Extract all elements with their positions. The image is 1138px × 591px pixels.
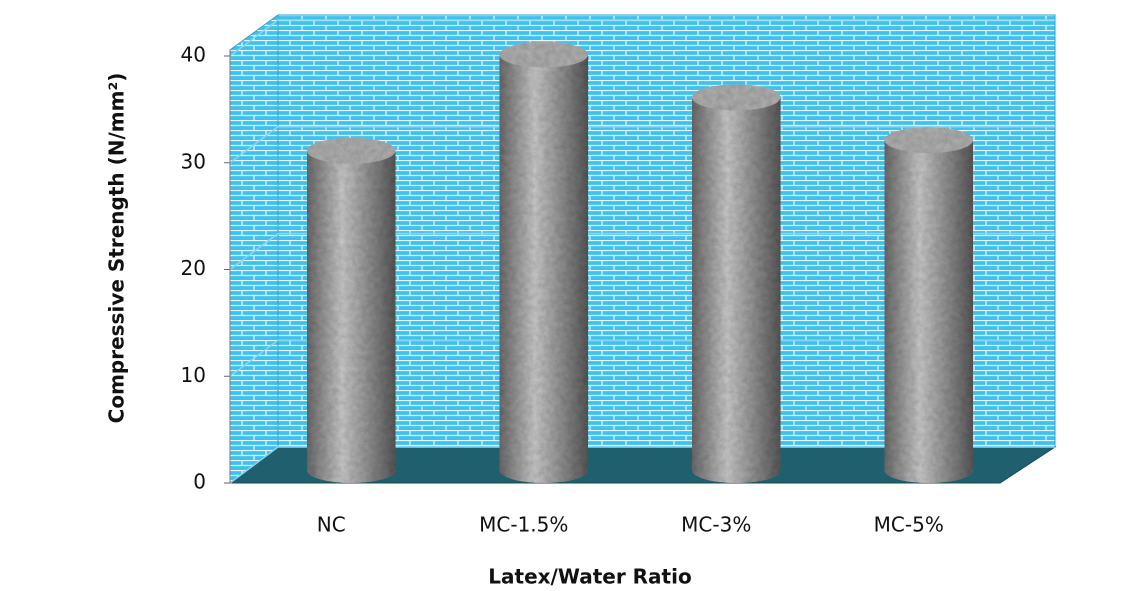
grid-line	[229, 232, 1055, 271]
bars	[306, 41, 974, 484]
bar-top	[884, 127, 974, 154]
grid-line	[229, 339, 1055, 377]
bar-body	[499, 54, 589, 483]
bar-top	[306, 137, 396, 164]
bar-body	[691, 97, 781, 484]
grid	[224, 19, 1055, 484]
grid-line	[229, 19, 1055, 57]
y-tick-label: 40	[181, 43, 206, 67]
grid-line	[229, 446, 1055, 484]
bar	[884, 127, 974, 484]
x-tick-label: MC-5%	[874, 513, 944, 537]
bar-top	[691, 84, 781, 111]
bar	[499, 41, 589, 483]
x-tick-label: NC	[317, 513, 346, 537]
plot-walls	[228, 14, 1057, 484]
x-axis-title: Latex/Water Ratio	[488, 565, 691, 589]
bar	[691, 84, 781, 484]
y-tick-label: 10	[181, 363, 206, 387]
bar-top	[499, 41, 589, 68]
y-tick-label: 20	[181, 256, 206, 280]
x-tick-label: MC-1.5%	[479, 513, 568, 537]
bar-body	[884, 140, 974, 484]
y-tick-label: 30	[181, 149, 206, 173]
bar	[306, 137, 396, 483]
y-tick-label: 0	[193, 470, 206, 494]
bar-body	[306, 150, 396, 483]
x-tick-label: MC-3%	[681, 513, 751, 537]
grid-line	[229, 126, 1055, 164]
y-axis-title: Compressive Strength (N/mm²)	[105, 73, 129, 424]
